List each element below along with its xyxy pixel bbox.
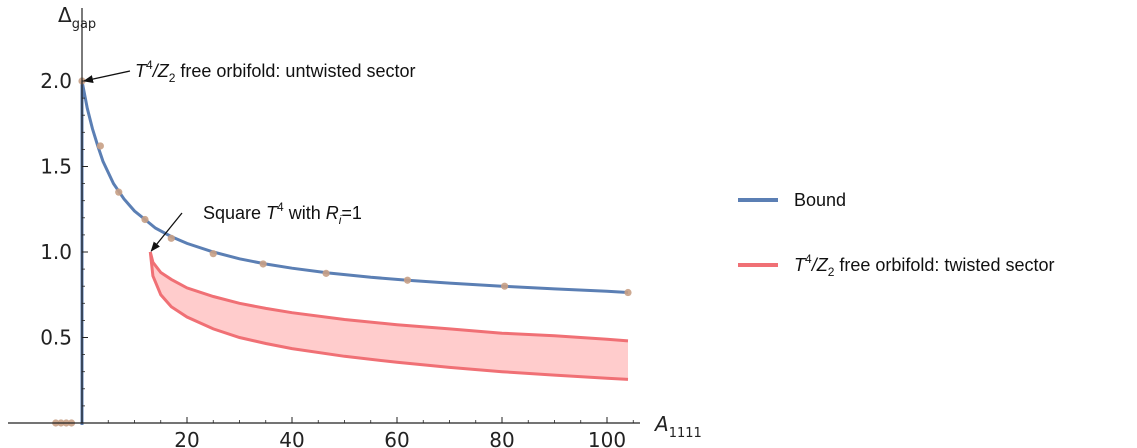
untwisted-annotation-arrow bbox=[83, 70, 131, 83]
legend-twisted-mid: /Z bbox=[810, 255, 829, 275]
square-annotation-prefix: Square bbox=[203, 203, 266, 223]
axes: 20 40 60 80 100 0.5 1.0 1.5 2.0 A1111 Δgap bbox=[8, 3, 702, 448]
square-annotation-r-sub: i bbox=[339, 213, 342, 227]
x-tick-label-4: 100 bbox=[588, 428, 626, 448]
plot-area bbox=[52, 77, 632, 427]
x-tick-label-0: 20 bbox=[174, 428, 199, 448]
bound-line bbox=[80, 80, 629, 294]
y-axis-label-sub: gap bbox=[72, 17, 96, 32]
data-point bbox=[141, 215, 149, 224]
x-ticks: 20 40 60 80 100 bbox=[107, 417, 634, 448]
legend: Bound T4/Z2 free orbifold: twisted secto… bbox=[738, 190, 1054, 279]
data-point bbox=[501, 282, 509, 290]
y-tick-label-1: 1.0 bbox=[40, 240, 72, 264]
data-point bbox=[322, 269, 330, 277]
x-tick-label-1: 40 bbox=[279, 428, 304, 448]
x-axis-label-sub: 1111 bbox=[669, 426, 702, 441]
twisted-sector-band bbox=[150, 252, 629, 380]
y-tick-label-2: 1.5 bbox=[40, 155, 72, 179]
twisted-sector-lower-line bbox=[148, 251, 629, 381]
legend-twisted-sub: 2 bbox=[828, 265, 835, 279]
data-point bbox=[167, 234, 175, 242]
untwisted-annotation-tail: free orbifold: untwisted sector bbox=[175, 61, 415, 81]
square-annotation-sup: 4 bbox=[277, 200, 284, 214]
legend-twisted-tail: free orbifold: twisted sector bbox=[834, 255, 1054, 275]
twisted-sector-upper-line bbox=[148, 251, 629, 343]
untwisted-annotation-text: T4/Z2 free orbifold: untwisted sector bbox=[135, 58, 416, 85]
data-point bbox=[115, 188, 123, 196]
x-tick-label-2: 60 bbox=[384, 428, 409, 448]
untwisted-annotation-mid: /Z bbox=[151, 61, 170, 81]
untwisted-annotation-sub: 2 bbox=[169, 71, 176, 85]
square-annotation-text: Square T4 with Ri=1 bbox=[203, 200, 362, 227]
legend-label-twisted: T4/Z2 free orbifold: twisted sector bbox=[794, 252, 1054, 279]
annotations: T4/Z2 free orbifold: untwisted sector Sq… bbox=[83, 58, 416, 252]
legend-twisted-t: T bbox=[794, 255, 807, 275]
y-ticks: 0.5 1.0 1.5 2.0 bbox=[40, 69, 88, 407]
data-point bbox=[403, 276, 412, 284]
y-tick-label-0: 0.5 bbox=[40, 326, 72, 350]
square-annotation-t: T bbox=[266, 203, 279, 223]
untwisted-annotation-t: T bbox=[135, 61, 148, 81]
data-point bbox=[96, 142, 104, 150]
x-axis-label: A1111 bbox=[653, 412, 702, 441]
square-annotation-tail: =1 bbox=[341, 203, 362, 223]
data-point bbox=[259, 260, 267, 268]
untwisted-annotation-sup: 4 bbox=[146, 58, 153, 72]
data-point bbox=[624, 288, 632, 297]
legend-label-bound: Bound bbox=[794, 190, 846, 210]
legend-twisted-sup: 4 bbox=[805, 252, 812, 266]
data-point bbox=[209, 250, 217, 258]
x-axis-label-main: A bbox=[653, 412, 669, 436]
x-tick-label-3: 80 bbox=[489, 428, 514, 448]
square-annotation-mid: with bbox=[284, 203, 326, 223]
square-annotation-arrow bbox=[150, 212, 183, 252]
y-tick-label-3: 2.0 bbox=[40, 69, 72, 93]
y-axis-label: Δgap bbox=[58, 3, 96, 32]
y-axis-label-main: Δ bbox=[58, 3, 72, 27]
square-annotation-r: R bbox=[326, 203, 339, 223]
